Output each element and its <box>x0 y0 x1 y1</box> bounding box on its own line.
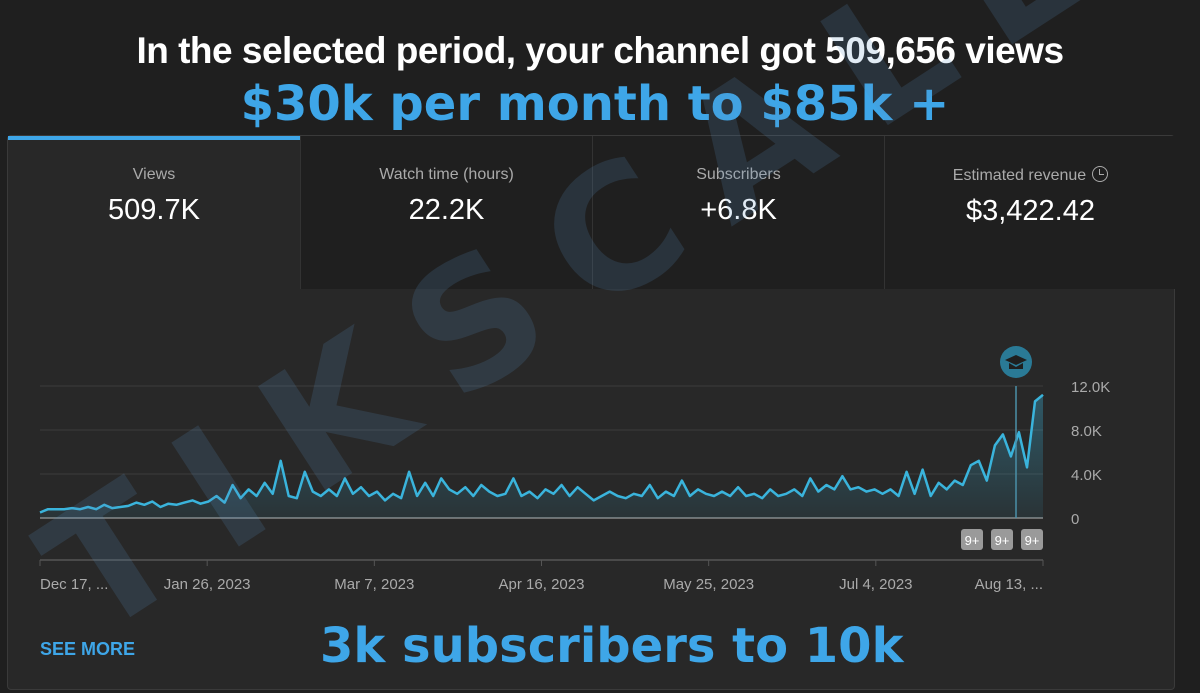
tab-label: Views <box>132 166 176 183</box>
tab-label: Watch time (hours) <box>379 166 514 183</box>
graduation-cap-glyph <box>1005 355 1027 369</box>
notification-badge <box>991 529 1013 550</box>
x-tick-label: Apr 16, 2023 <box>499 576 585 593</box>
tab-views[interactable]: Views 509.7K <box>8 136 300 289</box>
tab-watch-time[interactable]: Watch time (hours) 22.2K <box>300 136 592 289</box>
headline-overlay: In the selected period, your channel got… <box>136 30 1064 71</box>
y-tick-label: 0 <box>1071 511 1079 528</box>
bottom-overlay: 3k subscribers to 10k <box>320 618 904 674</box>
badge-label: 9+ <box>965 533 980 548</box>
tab-subscribers[interactable]: Subscribers +6.8K <box>592 136 884 289</box>
series-area <box>40 394 1043 518</box>
see-more-link[interactable]: SEE MORE <box>40 639 136 659</box>
tab-estimated-revenue[interactable]: Estimated revenue $3,422.42 <box>884 136 1176 289</box>
badge-label: 9+ <box>1025 533 1040 548</box>
x-tick-label: May 25, 2023 <box>663 576 754 593</box>
tab-label: Estimated revenue <box>952 167 1087 184</box>
x-tick-label: Jan 26, 2023 <box>164 576 251 593</box>
x-tick-label: Dec 17, ... <box>40 576 108 593</box>
tab-value: 22.2K <box>408 194 485 226</box>
metric-tabs: Views 509.7K Watch time (hours) 22.2K Subs… <box>8 136 1176 289</box>
series-line <box>39 393 1044 514</box>
x-tick-label: Aug 13, ... <box>975 576 1043 593</box>
y-tick-label: 8.0K <box>1071 423 1102 440</box>
tab-value: 509.7K <box>108 194 200 226</box>
tab-value: +6.8K <box>700 194 777 226</box>
tab-value: $3,422.42 <box>965 195 1095 227</box>
notification-badge <box>961 529 983 550</box>
badge-label: 9+ <box>995 533 1010 548</box>
clock-icon <box>1092 166 1109 182</box>
subheadline-overlay: $30k per month to $85k + <box>240 76 950 132</box>
y-tick-label: 4.0K <box>1071 467 1102 484</box>
x-tick-label: Jul 4, 2023 <box>839 576 912 593</box>
y-tick-label: 12.0K <box>1071 379 1110 396</box>
analytics-card: Views 509.7K Watch time (hours) 22.2K Subs… <box>7 135 1176 690</box>
notification-badge <box>1021 529 1043 550</box>
x-tick-label: Mar 7, 2023 <box>334 576 414 593</box>
tab-label: Subscribers <box>696 166 781 183</box>
